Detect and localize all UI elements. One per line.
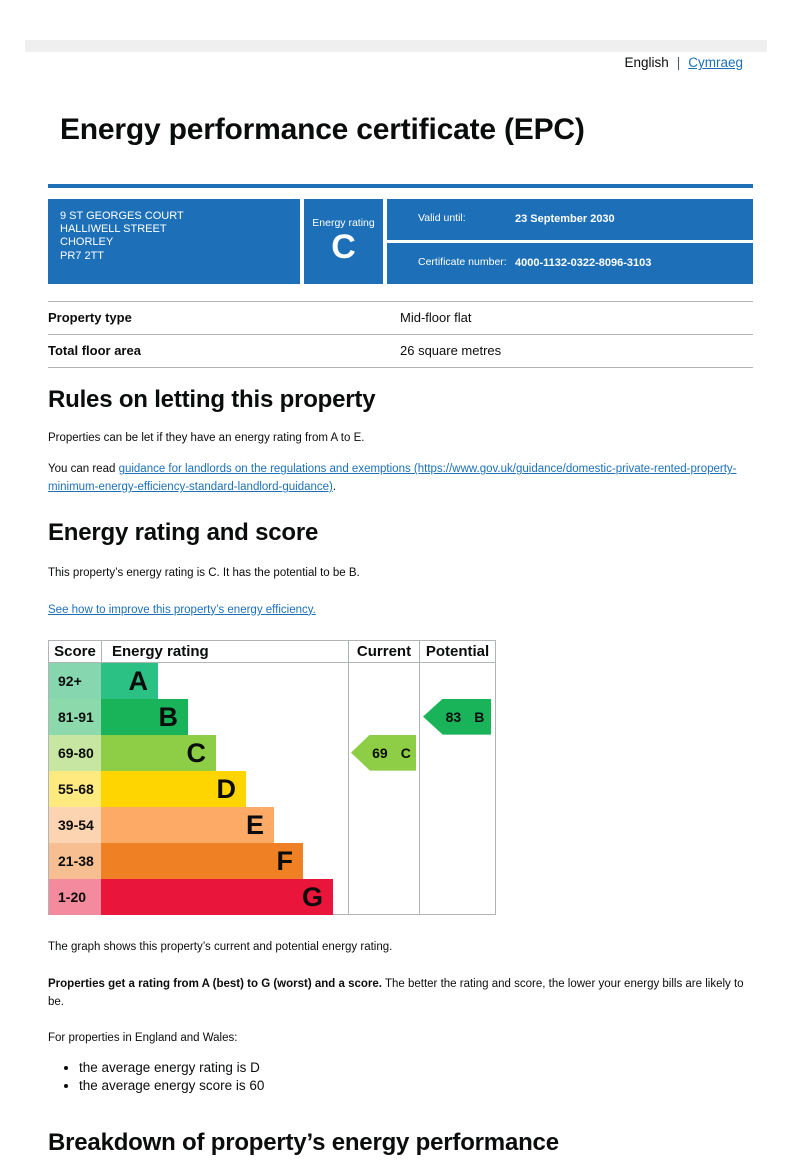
- current-rating-arrow-score: 69: [372, 744, 388, 761]
- epc-band-row-c: 69-80 C: [49, 734, 495, 771]
- epc-band-row-e: 39-54 E: [49, 806, 495, 843]
- rules-paragraph-2-suffix: .: [332, 481, 337, 494]
- rating-explanation-bold: Properties get a rating from A (best) to…: [48, 978, 382, 991]
- rating-letter: E: [245, 809, 264, 840]
- chart-header-current: Current: [348, 640, 419, 662]
- landlord-guidance-link[interactable]: guidance for landlords on the regulation…: [48, 463, 737, 494]
- certificate-meta: Valid until: 23 September 2030 Certifica…: [387, 198, 753, 284]
- energy-rating-label: Energy rating: [312, 217, 375, 230]
- list-item-average-score: the average energy score is 60: [79, 1078, 800, 1094]
- table-row-property-type: Property type Mid-floor flat: [48, 300, 753, 334]
- property-address: 9 ST GEORGES COURT HALLIWELL STREET CHOR…: [48, 198, 300, 284]
- rating-bar-a: A: [101, 662, 158, 699]
- rules-paragraph-2-prefix: You can read: [48, 463, 119, 476]
- address-line-3: CHORLEY: [60, 236, 114, 249]
- rating-letter: D: [216, 773, 237, 804]
- certificate-number-value: 4000-1132-0322-8096-3103: [515, 257, 652, 269]
- rules-paragraph-2: You can read guidance for landlords on t…: [48, 461, 753, 497]
- score-range-label: 69-80: [49, 734, 101, 771]
- certificate-number-row: Certificate number: 4000-1132-0322-8096-…: [387, 242, 753, 284]
- potential-rating-arrow-letter: B: [474, 708, 485, 725]
- certificate-number-label: Certificate number:: [418, 256, 507, 269]
- score-range-label: 39-54: [49, 806, 101, 843]
- averages-list: the average energy rating is D the avera…: [48, 1060, 800, 1095]
- valid-until-value: 23 September 2030: [515, 213, 615, 225]
- rating-bar-g: G: [101, 878, 333, 915]
- epc-rating-chart: Score Energy rating Current Potential 92…: [48, 639, 496, 915]
- rating-letter: C: [186, 737, 207, 768]
- potential-rating-arrow-score: 83: [445, 708, 462, 725]
- rating-letter: A: [128, 665, 149, 696]
- row-value: Mid-floor flat: [400, 309, 472, 325]
- epc-band-row-f: 21-38 F: [49, 842, 495, 879]
- rating-bar-f: F: [101, 842, 303, 879]
- rating-explanation-rest: The better the rating and score, the low…: [48, 978, 744, 1009]
- rating-bar-e: E: [101, 806, 274, 843]
- language-switcher: English | Cymraeg: [0, 55, 743, 70]
- improve-link-wrap: See how to improve this property’s energ…: [48, 602, 753, 620]
- current-rating-arrow-letter: C: [400, 744, 411, 761]
- energy-rating-box: Energy rating C: [304, 198, 383, 284]
- rating-letter: G: [301, 881, 323, 912]
- valid-until-label: Valid until:: [418, 212, 466, 225]
- chart-header-row: Score Energy rating Current Potential: [49, 640, 495, 663]
- address-line-1: 9 ST GEORGES COURT: [60, 209, 184, 222]
- epc-band-row-d: 55-68 D: [49, 770, 495, 807]
- section-heading-rules: Rules on letting this property: [48, 385, 376, 413]
- row-label: Total floor area: [48, 342, 141, 358]
- property-summary-table: Property type Mid-floor flat Total floor…: [48, 300, 753, 368]
- rules-paragraph-1: Properties can be let if they have an en…: [48, 431, 365, 444]
- chart-header-energy-rating: Energy rating: [101, 640, 348, 662]
- column-grid-line: [419, 640, 420, 914]
- score-range-label: 92+: [49, 662, 101, 699]
- language-english-label: English: [624, 55, 669, 70]
- address-line-4: PR7 2TT: [60, 249, 105, 262]
- list-item-average-rating: the average energy rating is D: [79, 1060, 800, 1076]
- england-wales-intro: For properties in England and Wales:: [48, 1032, 238, 1044]
- improve-efficiency-link[interactable]: See how to improve this property’s energ…: [48, 603, 316, 616]
- rating-letter: F: [276, 845, 294, 876]
- language-cymraeg-link[interactable]: Cymraeg: [688, 55, 743, 70]
- column-grid-line: [348, 640, 349, 914]
- chart-header-score: Score: [54, 642, 96, 660]
- rating-explanation: Properties get a rating from A (best) to…: [48, 976, 753, 1012]
- score-range-label: 55-68: [49, 770, 101, 807]
- score-range-label: 21-38: [49, 842, 101, 879]
- rating-paragraph: This property’s energy rating is C. It h…: [48, 566, 360, 579]
- rating-bar-b: B: [101, 698, 188, 735]
- summary-banner: 9 ST GEORGES COURT HALLIWELL STREET CHOR…: [48, 198, 753, 284]
- rating-bar-d: D: [101, 770, 246, 807]
- page-title: Energy performance certificate (EPC): [60, 113, 585, 146]
- row-label: Property type: [48, 309, 132, 325]
- rating-bar-c: C: [101, 734, 216, 771]
- energy-rating-value: C: [331, 228, 356, 267]
- language-separator: |: [676, 55, 681, 70]
- chart-header-potential: Potential: [419, 640, 495, 662]
- score-range-label: 81-91: [49, 698, 101, 735]
- top-divider-bar: [25, 40, 767, 52]
- section-heading-rating: Energy rating and score: [48, 518, 319, 546]
- score-range-label: 1-20: [49, 878, 101, 915]
- epc-band-row-g: 1-20 G: [49, 878, 495, 915]
- table-row-floor-area: Total floor area 26 square metres: [48, 333, 753, 367]
- rating-letter: B: [158, 701, 179, 732]
- graph-caption: The graph shows this property’s current …: [48, 940, 393, 953]
- row-value: 26 square metres: [400, 342, 502, 358]
- title-rule: [48, 183, 753, 188]
- address-line-2: HALLIWELL STREET: [60, 222, 167, 235]
- epc-band-rows: 92+ A 81-91 B 69-80 C 55-68 D 39-54 E 21-38 F 1-20 G: [49, 662, 495, 915]
- epc-band-row-b: 81-91 B: [49, 698, 495, 735]
- epc-band-row-a: 92+ A: [49, 662, 495, 699]
- valid-until-row: Valid until: 23 September 2030: [387, 198, 753, 240]
